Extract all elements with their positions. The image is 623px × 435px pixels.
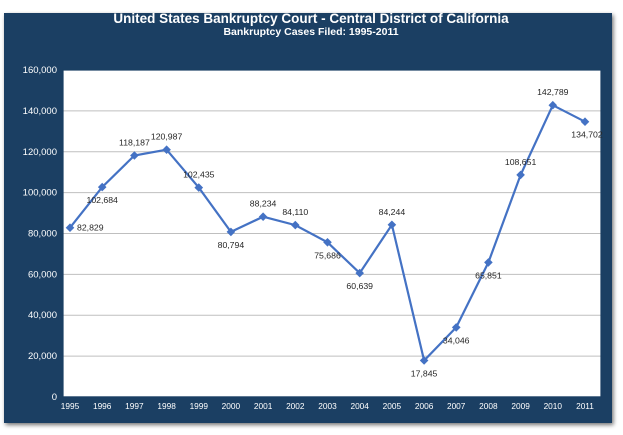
svg-text:1999: 1999 [190,401,209,411]
svg-text:2007: 2007 [447,401,466,411]
svg-text:40,000: 40,000 [28,310,57,321]
svg-text:20,000: 20,000 [28,351,57,362]
svg-text:2008: 2008 [479,401,498,411]
svg-text:120,000: 120,000 [23,147,57,158]
svg-text:United States Bankruptcy Court: United States Bankruptcy Court - Central… [113,11,509,26]
svg-text:134,702: 134,702 [571,130,603,140]
svg-text:82,829: 82,829 [77,223,104,233]
svg-text:140,000: 140,000 [23,106,57,117]
svg-text:2002: 2002 [286,401,305,411]
svg-text:118,187: 118,187 [119,138,150,148]
svg-text:Bankruptcy Cases Filed: 1995-: Bankruptcy Cases Filed: 1995-2011 [223,26,398,38]
svg-text:108,651: 108,651 [505,157,537,167]
svg-text:120,987: 120,987 [151,132,183,142]
svg-text:17,845: 17,845 [411,369,438,379]
svg-text:1996: 1996 [93,401,112,411]
svg-text:2011: 2011 [576,401,594,411]
svg-text:2006: 2006 [415,401,434,411]
svg-text:0: 0 [52,392,57,403]
svg-text:102,684: 102,684 [86,195,118,205]
svg-text:100,000: 100,000 [23,188,57,199]
svg-text:60,639: 60,639 [346,281,373,291]
svg-text:2000: 2000 [222,401,241,411]
svg-text:2005: 2005 [383,401,402,411]
svg-text:1995: 1995 [61,401,80,411]
svg-text:2010: 2010 [544,401,563,411]
svg-text:84,110: 84,110 [282,207,308,217]
svg-text:2009: 2009 [511,401,530,411]
svg-text:1998: 1998 [157,401,176,411]
svg-text:102,435: 102,435 [183,170,215,180]
svg-text:75,686: 75,686 [314,250,341,260]
svg-text:80,794: 80,794 [218,240,245,250]
svg-text:60,000: 60,000 [28,269,57,280]
svg-text:2003: 2003 [318,401,337,411]
svg-text:2004: 2004 [350,401,369,411]
svg-text:84,244: 84,244 [379,207,406,217]
svg-text:160,000: 160,000 [23,65,57,76]
svg-text:88,234: 88,234 [250,199,277,209]
svg-text:142,789: 142,789 [537,87,569,97]
svg-text:65,851: 65,851 [475,270,502,280]
svg-text:34,046: 34,046 [443,335,470,345]
svg-text:80,000: 80,000 [28,229,57,240]
svg-text:1997: 1997 [125,401,144,411]
svg-text:2001: 2001 [254,401,273,411]
